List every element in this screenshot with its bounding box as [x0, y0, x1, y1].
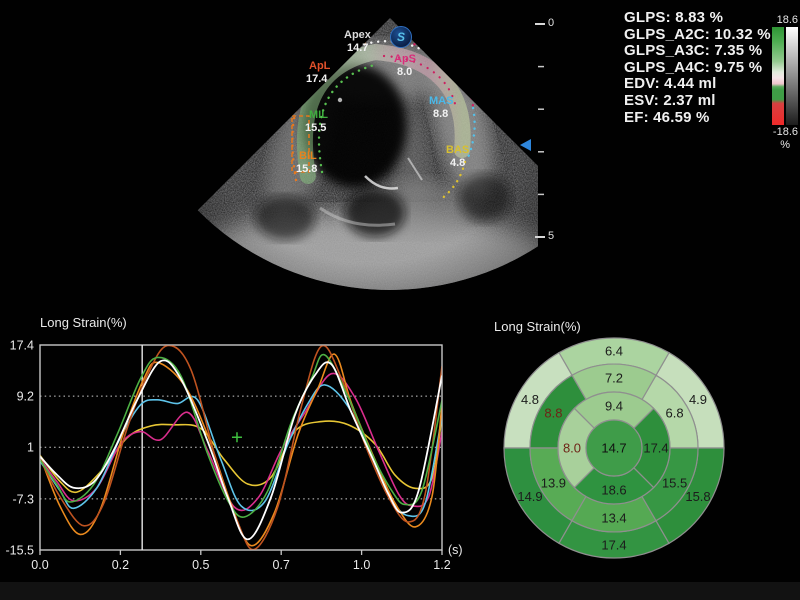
bullseye-value: 17.4: [601, 538, 626, 553]
measurement-panel: GLPS: 8.83 % GLPS_A2C: 10.32 % GLPS_A3C:…: [624, 9, 771, 126]
y-tick-label: 17.4: [10, 339, 34, 353]
segment-label-apex: Apex: [344, 29, 371, 41]
measurement-glps-a4c: GLPS_A4C: 9.75 %: [624, 58, 763, 76]
strain-curve-ApL: [40, 345, 442, 550]
bullseye-title: Long Strain(%): [494, 319, 581, 334]
strain-curve-MIL: [40, 353, 442, 518]
crosshair-marker: [231, 432, 242, 443]
y-tick-label: -15.5: [6, 544, 35, 558]
colorbar-min-label: -18.6: [772, 126, 798, 138]
bullseye-value: 4.8: [521, 392, 539, 407]
segment-value-mil: 15.5: [305, 122, 327, 134]
measurement-glps-a2c: GLPS_A2C: 10.32 %: [624, 25, 771, 43]
strain-curve-MAS: [40, 384, 442, 518]
strain-curve-BIL: [40, 353, 442, 547]
depth-ruler: [535, 23, 545, 238]
measurement-glps-a3c: GLPS_A3C: 7.35 %: [624, 42, 763, 60]
measurement-glps: GLPS: 8.83 %: [624, 9, 724, 26]
segment-value-mas: 8.8: [433, 108, 449, 120]
bullseye-center-segment: [585, 419, 643, 477]
measurement-esv: ESV: 2.37 ml: [624, 91, 716, 109]
segment-label-mil: MIL: [309, 109, 328, 121]
bullseye-value: 15.5: [662, 476, 687, 491]
y-tick-label: 1: [27, 441, 34, 455]
ruler-label-top: 0: [548, 17, 555, 29]
bullseye-value: 13.4: [601, 511, 626, 526]
strain-chart[interactable]: 17.4 9.2 1 -7.3 -15.50.0 0.2 0.5 0.7 1.0 1.2(s): [0, 310, 470, 600]
bullseye-value: 4.9: [689, 392, 707, 407]
x-tick-label: 0.7: [273, 558, 290, 572]
bullseye-value: 17.4: [643, 441, 668, 456]
measurement-ef: EF: 46.59 %: [624, 108, 710, 126]
segment-value-bil: 15.8: [296, 163, 318, 175]
bullseye-value: 8.0: [563, 441, 581, 456]
ruler-label-bottom: 5: [548, 230, 555, 242]
segment-label-bil: BIL: [299, 150, 317, 162]
vendor-logo: S: [390, 26, 412, 48]
segment-value-aps: 8.0: [397, 66, 413, 78]
segment-label-bas: BAS: [446, 144, 470, 156]
ultrasound-fan: [197, 18, 538, 290]
colorbar-max-label: 18.6: [776, 14, 798, 26]
y-tick-label: -7.3: [12, 492, 34, 506]
bullseye-value: 14.9: [517, 489, 542, 504]
x-tick-label: 1.2: [433, 558, 450, 572]
x-axis-unit: (s): [448, 543, 463, 557]
x-tick-label: 0.0: [31, 558, 48, 572]
bullseye-value: 15.8: [685, 489, 710, 504]
segment-value-apex: 14.7: [347, 42, 369, 54]
segment-value-apl: 17.4: [306, 73, 328, 85]
focus-marker-icon[interactable]: [520, 139, 531, 151]
plot-frame: [39, 344, 443, 551]
bottom-strip: [0, 582, 800, 600]
bullseye-value: 9.4: [605, 399, 623, 414]
x-tick-label: 1.0: [353, 558, 370, 572]
ultrasound-image[interactable]: [170, 8, 570, 298]
roi-sample-box: [291, 115, 310, 173]
bullseye-center-value: 14.7: [601, 441, 626, 456]
bullseye-map[interactable]: 4.9 6.4 4.8 14.9 17.4 15.8 6.8 7.2 8.8 13.9 13.4 15…: [480, 315, 800, 580]
measurement-edv: EDV: 4.44 ml: [624, 75, 717, 93]
y-tick-label: 9.2: [17, 390, 34, 404]
roi-dots-right-lower: [438, 160, 467, 202]
bullseye-value: 6.4: [605, 344, 623, 359]
roi-dots-right-mid: [465, 106, 476, 162]
roi-dots-inner-left: [317, 62, 380, 174]
strain-chart-title: Long Strain(%): [40, 315, 127, 330]
segment-label-apl: ApL: [309, 60, 331, 72]
strain-curve-ApS: [40, 372, 442, 512]
segment-label-aps: ApS: [394, 53, 416, 65]
colorbar-unit-label: %: [780, 139, 790, 151]
bullseye-value: 7.2: [605, 371, 623, 386]
bullseye-value: 13.9: [541, 476, 566, 491]
strain-curve-Apex: [40, 359, 442, 541]
bullseye-value: 18.6: [601, 483, 626, 498]
segment-label-mas: MAS: [429, 95, 454, 107]
x-tick-label: 0.5: [192, 558, 209, 572]
strain-colorbar: [772, 27, 784, 125]
segment-value-bas: 4.8: [450, 157, 466, 169]
gray-colorbar: [786, 27, 798, 125]
x-tick-label: 0.2: [112, 558, 129, 572]
bullseye-value: 6.8: [666, 406, 684, 421]
bullseye-value: 8.8: [544, 406, 562, 421]
